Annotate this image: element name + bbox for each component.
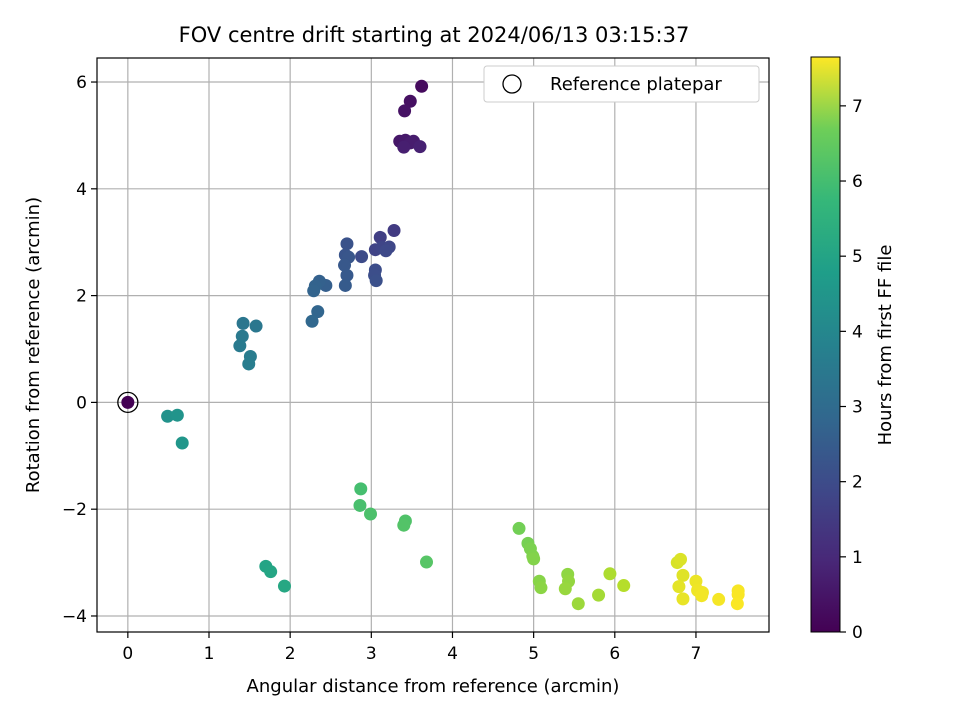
data-point [617, 579, 631, 593]
x-axis-ticks: 0 1 2 3 4 5 6 7 [122, 632, 701, 664]
title: FOV centre drift starting at 2024/06/13 … [179, 23, 690, 47]
data-point [249, 319, 263, 333]
data-point [527, 552, 541, 566]
legend-label: Reference platepar [550, 74, 722, 95]
x-tick-label: 2 [285, 644, 296, 664]
colorbar-tick-label: 6 [852, 172, 863, 192]
data-point [340, 237, 354, 251]
data-point [571, 597, 585, 611]
y-tick-label: 0 [76, 393, 87, 413]
x-axis-label: Angular distance from reference (arcmin) [247, 676, 620, 697]
data-point [354, 482, 368, 496]
data-point [420, 555, 434, 569]
y-tick-label: −2 [62, 500, 87, 520]
data-points [121, 79, 745, 611]
colorbar-gradient [810, 56, 841, 633]
legend-box [483, 65, 760, 103]
plot-frame [96, 57, 770, 633]
x-tick-label: 4 [447, 644, 458, 664]
x-tick-label: 7 [691, 644, 702, 664]
y-axis-label: Rotation from reference (arcmin) [23, 197, 44, 493]
data-point [161, 409, 175, 423]
x-tick-label: 5 [528, 644, 539, 664]
data-point [353, 498, 367, 512]
data-point [338, 258, 352, 272]
data-point [512, 521, 526, 535]
data-point [558, 582, 572, 596]
data-point [676, 592, 690, 606]
data-point [277, 579, 291, 593]
data-point [355, 250, 369, 264]
colorbar-tick-label: 5 [852, 247, 863, 267]
colorbar-tick-label: 3 [852, 398, 863, 418]
data-point [603, 567, 617, 581]
y-tick-label: −4 [62, 607, 87, 627]
colorbar-tick-label: 1 [852, 548, 863, 568]
data-point [264, 565, 278, 579]
data-point [415, 79, 429, 93]
colorbar-label: Hours from first FF file [875, 245, 896, 446]
data-point [534, 581, 548, 595]
data-point [672, 580, 686, 594]
data-point [338, 278, 352, 292]
chart-title: FOV centre drift starting at 2024/06/13 … [179, 23, 690, 47]
data-point [592, 588, 606, 602]
x-tick-label: 6 [609, 644, 620, 664]
data-point [364, 507, 378, 521]
data-point [676, 568, 690, 582]
data-point [340, 268, 354, 282]
colorbar-ticks: 0 1 2 3 4 5 6 7 [840, 97, 863, 643]
y-tick-label: 4 [76, 180, 87, 200]
data-point [397, 518, 411, 532]
data-point [170, 408, 184, 422]
data-point [236, 316, 250, 330]
data-point [413, 140, 427, 154]
data-point [233, 339, 247, 353]
data-point [311, 305, 325, 319]
data-point [305, 314, 319, 328]
colorbar-tick-label: 4 [852, 322, 863, 342]
data-point [712, 592, 726, 606]
data-point [695, 589, 709, 603]
data-point [387, 223, 401, 237]
data-point [307, 284, 321, 298]
x-tick-label: 0 [122, 644, 133, 664]
data-point [369, 274, 383, 288]
grid [97, 58, 769, 632]
data-point [730, 597, 744, 611]
data-point [403, 94, 417, 108]
colorbar-tick-label: 7 [852, 97, 863, 117]
x-tick-label: 3 [366, 644, 377, 664]
colorbar: 0 1 2 3 4 5 6 7 Hours from first FF file [810, 56, 896, 643]
data-point [398, 104, 412, 118]
reference-marker-ring [117, 391, 139, 414]
y-axis-ticks: −4 −2 0 2 4 6 [62, 73, 97, 627]
data-point [121, 395, 135, 409]
data-point [373, 230, 387, 244]
data-point [242, 357, 256, 371]
y-tick-label: 6 [76, 73, 87, 93]
y-tick-label: 2 [76, 287, 87, 307]
data-point [397, 140, 411, 154]
reference-marker [117, 391, 139, 414]
x-tick-label: 1 [204, 644, 215, 664]
data-point [175, 436, 189, 450]
legend: Reference platepar [483, 65, 760, 103]
colorbar-tick-label: 2 [852, 473, 863, 493]
colorbar-tick-label: 0 [852, 623, 863, 643]
data-point [674, 552, 688, 566]
data-point [379, 244, 393, 258]
legend-marker-icon [502, 74, 522, 94]
